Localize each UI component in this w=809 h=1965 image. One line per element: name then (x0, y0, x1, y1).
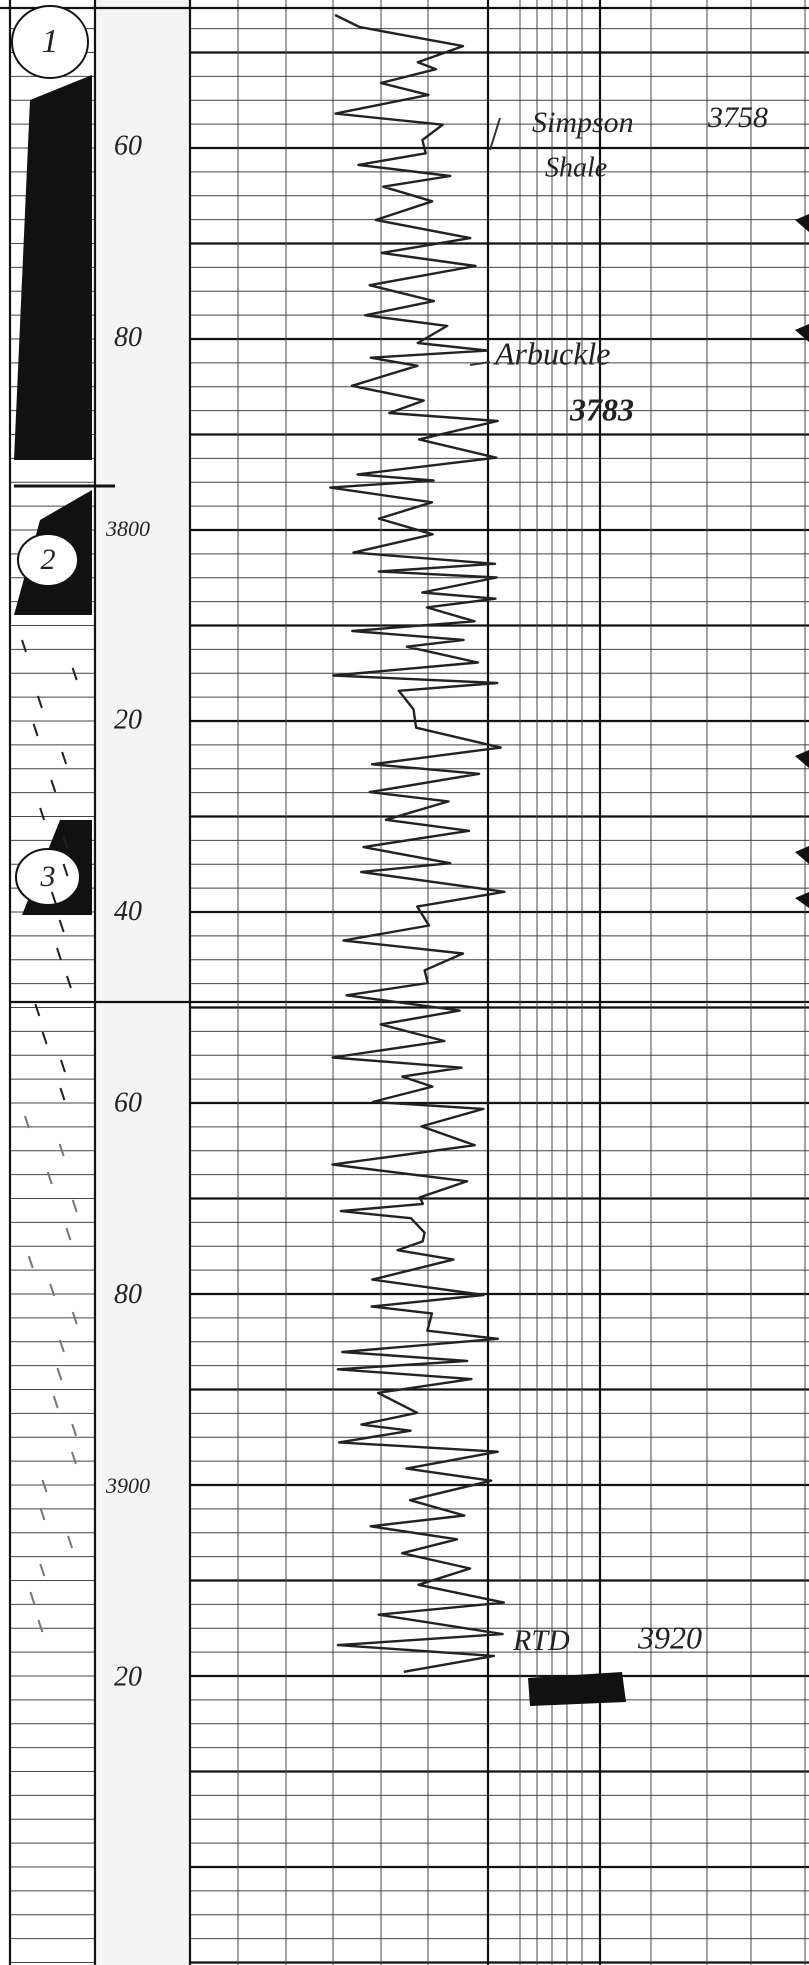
dash (65, 975, 72, 989)
top-sub: Shale (545, 152, 607, 183)
dash (41, 1031, 48, 1045)
depth-label: 40 (114, 896, 142, 927)
dash (56, 947, 62, 961)
dash (39, 807, 46, 821)
core-circle (17, 533, 79, 587)
dash (52, 1395, 59, 1409)
dash (37, 1619, 44, 1633)
core-number: 3 (40, 860, 56, 893)
core-circle (11, 5, 89, 79)
core-number: 1 (42, 23, 59, 60)
depth-label: 20 (114, 705, 142, 736)
td-depth: 3920 (637, 1619, 702, 1655)
dash (56, 1367, 63, 1381)
depth-label: 60 (114, 1087, 142, 1118)
depth-label: 60 (114, 130, 142, 161)
dash (61, 751, 68, 765)
dash (58, 1143, 65, 1157)
top-depth: 3783 (569, 391, 634, 427)
dash (29, 1591, 36, 1605)
dash (27, 1255, 34, 1269)
top-name: Simpson (532, 106, 634, 139)
dash (71, 667, 78, 681)
dash (49, 1283, 56, 1297)
dash (65, 1227, 72, 1241)
top-depth: 3758 (707, 101, 768, 134)
dash (39, 1507, 46, 1521)
depth-label: 3900 (105, 1473, 150, 1498)
dash (71, 1311, 78, 1325)
dash (62, 835, 69, 849)
depth-labels: 60 80 3800 20 40 60 80 3900 20 (105, 130, 150, 1692)
lithology-marks (21, 639, 78, 1633)
depth-label: 20 (114, 1662, 142, 1693)
core-number: 2 (41, 543, 56, 576)
dash (36, 695, 43, 709)
depth-label: 80 (114, 322, 142, 353)
dash (67, 1535, 73, 1549)
td-label: RTD (512, 1624, 570, 1657)
core-fill (14, 75, 92, 460)
td-mark (528, 1672, 626, 1706)
pointer (469, 117, 501, 366)
dash (39, 1563, 46, 1577)
depth-label: 3800 (105, 516, 150, 541)
dash (46, 1171, 53, 1185)
dash (34, 1003, 41, 1017)
annotations: Simpson Shale 3758 Arbuckle 3783 RTD 392… (469, 101, 809, 1706)
dash (50, 891, 57, 905)
dash (50, 779, 57, 793)
dash (32, 723, 39, 737)
dash (58, 1339, 65, 1353)
dash (21, 639, 27, 653)
dash (58, 919, 65, 933)
dash (59, 1059, 66, 1073)
depth-track (95, 0, 190, 1965)
dash (41, 1479, 48, 1493)
depth-label: 80 (114, 1279, 142, 1310)
log-curve (329, 13, 506, 1673)
dash (71, 1199, 78, 1213)
dash (71, 1423, 78, 1437)
dash (59, 1087, 66, 1101)
top-name: Arbuckle (493, 335, 611, 371)
core-track: 1 2 3 (11, 5, 115, 915)
dash (71, 1451, 77, 1465)
dash (62, 863, 69, 877)
dash (24, 1115, 30, 1129)
core-circle (15, 848, 81, 906)
